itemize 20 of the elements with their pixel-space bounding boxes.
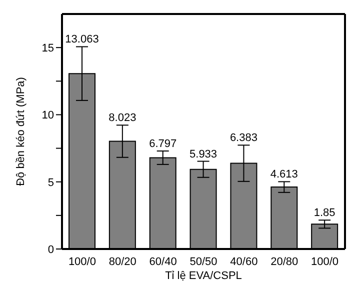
x-axis-title: Tỉ lệ EVA/CSPL [165,270,242,282]
y-tick-label: 15 [42,42,54,54]
x-tick-label: 100/0 [68,256,96,268]
data-label: 5.933 [190,148,218,160]
x-tick-label: 60/40 [149,256,177,268]
data-label: 6.797 [149,138,177,150]
x-tick-label: 20/80 [270,256,298,268]
data-label: 6.383 [230,132,258,144]
data-label: 13.063 [65,34,99,46]
y-tick-label: 10 [42,110,54,122]
y-tick-label: 5 [48,176,54,189]
x-tick-label: 50/50 [190,256,218,268]
y-axis-title: Độ bền kéo đứt (MPa) [14,77,27,186]
x-tick-label: 40/60 [230,256,258,268]
data-label: 8.023 [108,112,136,124]
x-tick-label: 100/0 [311,256,339,268]
y-tick-label: 0 [48,244,54,256]
x-tick-label: 80/20 [108,256,136,268]
data-label: 4.613 [270,168,298,181]
data-label: 1.85 [314,207,336,220]
